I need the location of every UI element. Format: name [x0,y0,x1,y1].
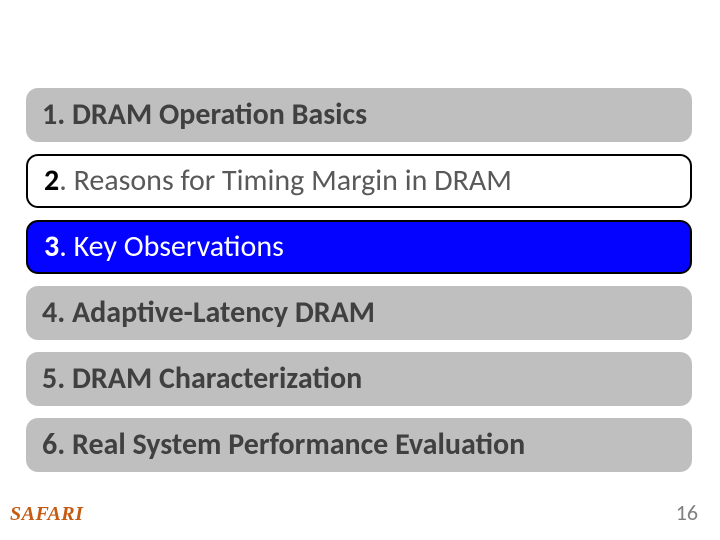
outline-item-3-text: . Key Observations [59,232,284,262]
outline-item-6: 6. Real System Performance Evaluation [26,418,692,472]
outline-item-2-number: 2 [44,166,59,196]
page-number: 16 [676,499,698,526]
outline-item-2: 2. Reasons for Timing Margin in DRAM [26,154,692,208]
outline-item-3-number: 3 [44,232,59,262]
outline-item-4-text: 4. Adaptive-Latency DRAM [42,298,375,328]
footer-logo: SAFARI [10,503,83,526]
outline-item-5: 5. DRAM Characterization [26,352,692,406]
outline-item-3: 3. Key Observations [26,220,692,274]
outline-item-2-text: . Reasons for Timing Margin in DRAM [59,166,512,196]
outline-item-1: 1. DRAM Operation Basics [26,88,692,142]
outline-item-5-text: 5. DRAM Characterization [42,364,362,394]
outline-item-4: 4. Adaptive-Latency DRAM [26,286,692,340]
outline-item-6-text: 6. Real System Performance Evaluation [42,430,525,460]
outline-item-1-text: 1. DRAM Operation Basics [42,100,367,130]
slide: 1. DRAM Operation Basics 2. Reasons for … [0,0,720,540]
